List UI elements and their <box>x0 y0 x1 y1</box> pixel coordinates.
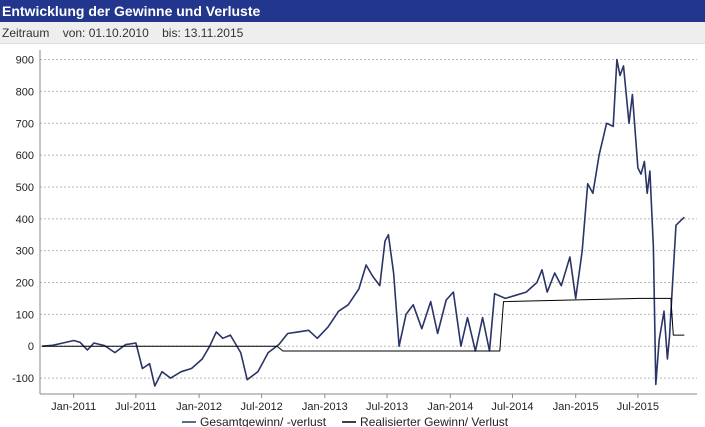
x-tick-label: Jul-2012 <box>241 401 283 413</box>
x-tick-label: Jul-2015 <box>617 401 659 413</box>
series-line-realized <box>42 297 685 352</box>
period-from: von: 01.10.2010 <box>62 26 149 40</box>
x-tick-label: Jan-2014 <box>427 401 473 413</box>
period-to: bis: 13.11.2015 <box>162 26 244 40</box>
y-tick-label: 200 <box>16 278 34 290</box>
chart-header: Entwicklung der Gewinne und Verluste <box>0 0 705 22</box>
legend-label: Gesamtgewinn/ -verlust <box>200 415 327 427</box>
x-tick-label: Jan-2012 <box>176 401 222 413</box>
y-tick-label: 700 <box>16 118 34 130</box>
y-tick-label: 400 <box>16 214 34 226</box>
x-tick-label: Jul-2013 <box>366 401 408 413</box>
period-bar: Zeitraum von: 01.10.2010 bis: 13.11.2015 <box>0 22 705 44</box>
y-tick-label: 500 <box>16 182 34 194</box>
x-tick-label: Jul-2014 <box>491 401 533 413</box>
y-tick-label: 900 <box>16 55 34 67</box>
x-tick-label: Jan-2011 <box>51 401 96 413</box>
period-label: Zeitraum <box>2 26 50 40</box>
legend-label: Realisierter Gewinn/ Verlust <box>360 415 509 427</box>
x-tick-label: Jan-2013 <box>302 401 348 413</box>
y-tick-label: 800 <box>16 86 34 98</box>
y-tick-label: 0 <box>28 341 34 353</box>
x-tick-label: Jul-2011 <box>115 401 156 413</box>
y-tick-label: -100 <box>12 373 34 385</box>
series-line-total <box>42 58 685 387</box>
y-tick-label: 600 <box>16 150 34 162</box>
y-tick-label: 100 <box>16 309 34 321</box>
y-tick-label: 300 <box>16 246 34 258</box>
profit-loss-chart: -100 0 100 200 300 400 500 600 700 800 900 Jan-2011… <box>12 50 697 427</box>
chart-title: Entwicklung der Gewinne und Verluste <box>2 3 261 19</box>
x-tick-label: Jan-2015 <box>553 401 599 413</box>
